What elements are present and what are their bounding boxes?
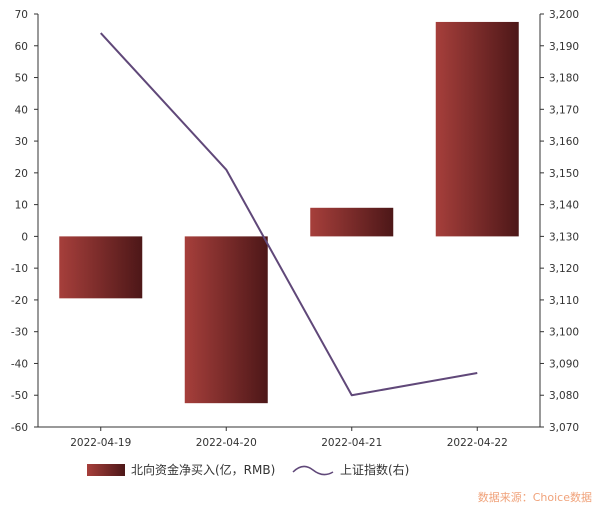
left-tick-label: 40 (15, 104, 28, 116)
left-tick-label: 50 (15, 73, 28, 85)
left-tick-label: -60 (11, 422, 28, 434)
bar-2022-04-19 (59, 236, 142, 298)
right-tick-label: 3,110 (549, 295, 579, 307)
left-tick-label: -40 (11, 358, 28, 370)
right-tick-label: 3,140 (549, 200, 579, 212)
legend: 北向资金净买入(亿，RMB) 上证指数(右) (87, 462, 409, 477)
index-line (101, 33, 478, 395)
bars-layer (59, 22, 519, 403)
right-tick-label: 3,100 (549, 327, 579, 339)
x-tick-label: 2022-04-21 (321, 437, 382, 449)
bar-2022-04-21 (310, 208, 393, 237)
left-tick-label: -20 (11, 295, 28, 307)
legend-bar-swatch (87, 464, 125, 476)
bar-2022-04-22 (436, 22, 519, 236)
bar-2022-04-20 (185, 236, 268, 403)
left-tick-label: 20 (15, 168, 28, 180)
right-tick-label: 3,070 (549, 422, 579, 434)
left-tick-label: 70 (15, 9, 28, 21)
x-tick-label: 2022-04-19 (70, 437, 131, 449)
right-tick-label: 3,200 (549, 9, 579, 21)
right-tick-label: 3,130 (549, 231, 579, 243)
right-tick-label: 3,080 (549, 390, 579, 402)
right-tick-label: 3,180 (549, 73, 579, 85)
x-tick-label: 2022-04-20 (196, 437, 257, 449)
right-tick-label: 3,120 (549, 263, 579, 275)
source-note: 数据来源：Choice数据 (478, 490, 592, 504)
line-layer (101, 33, 478, 395)
right-tick-label: 3,190 (549, 41, 579, 53)
left-tick-label: 60 (15, 41, 28, 53)
left-tick-label: 0 (21, 231, 28, 243)
legend-bar-label: 北向资金净买入(亿，RMB) (131, 462, 275, 477)
right-tick-label: 3,170 (549, 104, 579, 116)
left-tick-label: -50 (11, 390, 28, 402)
x-tick-label: 2022-04-22 (447, 437, 508, 449)
left-tick-label: -10 (11, 263, 28, 275)
left-tick-label: -30 (11, 327, 28, 339)
right-tick-label: 3,090 (549, 358, 579, 370)
right-tick-label: 3,160 (549, 136, 579, 148)
left-tick-label: 30 (15, 136, 28, 148)
legend-line-swatch (293, 466, 333, 474)
right-tick-label: 3,150 (549, 168, 579, 180)
legend-line-label: 上证指数(右) (340, 462, 409, 477)
left-tick-label: 10 (15, 200, 28, 212)
